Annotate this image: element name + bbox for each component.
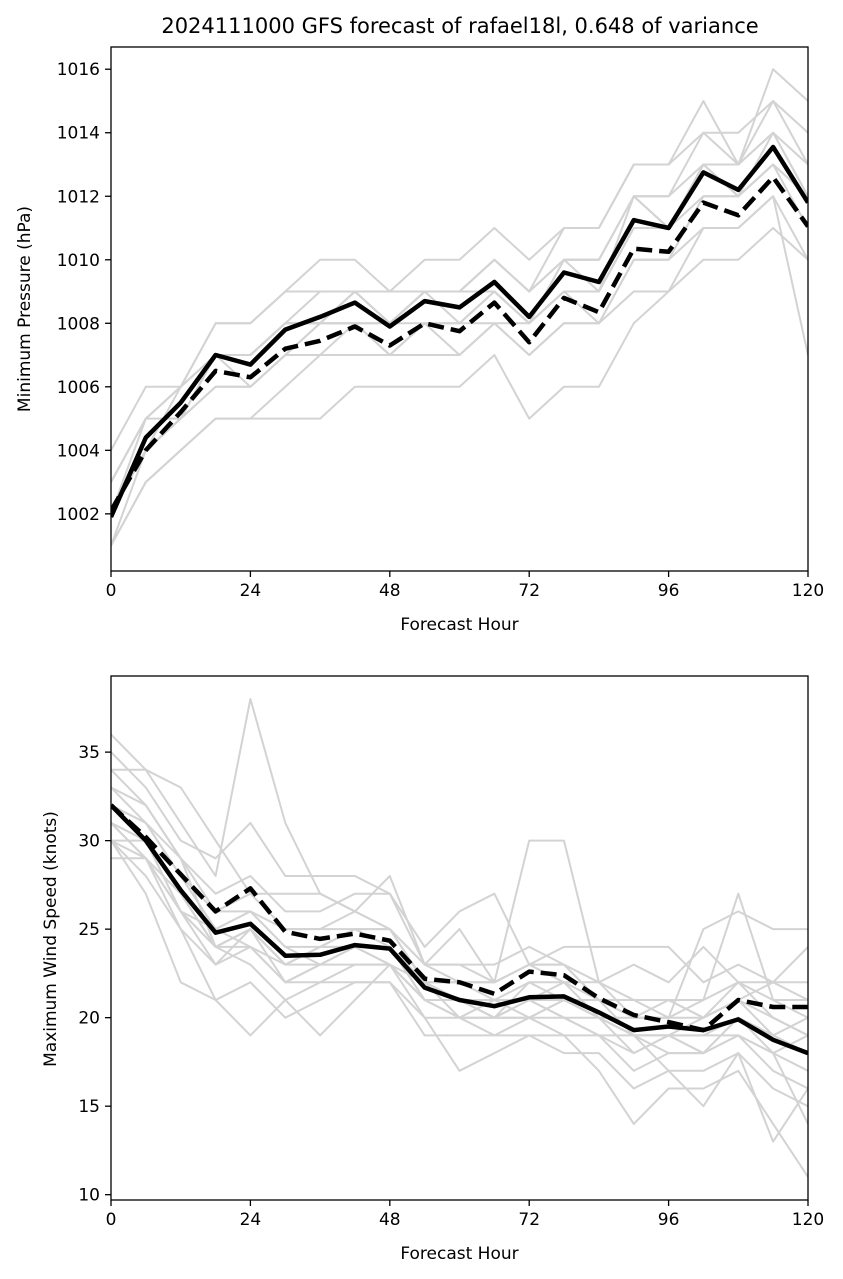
wind-member-line-18: [111, 839, 808, 1055]
chart-title: 2024111000 GFS forecast of rafael18l, 0.…: [161, 14, 758, 38]
pressure-y-tick-label: 1012: [57, 187, 100, 207]
pressure-y-axis-label: Minimum Pressure (hPa): [15, 206, 35, 412]
wind-y-tick-label: 20: [78, 1009, 100, 1029]
wind-member-line-12: [111, 822, 808, 1125]
wind-member-line-9: [111, 857, 808, 1178]
wind-x-axis-label: Forecast Hour: [400, 1244, 518, 1264]
pressure-x-tick-label: 48: [379, 581, 401, 601]
wind-y-tick-label: 10: [78, 1186, 100, 1206]
pressure-x-tick-label: 120: [792, 581, 824, 601]
pressure-dashed-line: [111, 174, 808, 512]
pressure-x-tick-label: 24: [240, 581, 262, 601]
pressure-x-tick-label: 72: [518, 581, 540, 601]
wind-y-tick-label: 30: [78, 832, 100, 852]
wind-x-tick-label: 96: [658, 1210, 680, 1230]
wind-x-tick-label: 48: [379, 1210, 401, 1230]
pressure-x-tick-label: 96: [658, 581, 680, 601]
wind-member-line-14: [111, 839, 808, 1143]
wind-x-tick-label: 120: [792, 1210, 824, 1230]
pressure-y-tick-label: 1014: [57, 124, 100, 144]
pressure-y-tick-label: 1002: [57, 505, 100, 525]
wind-x-tick-label: 24: [240, 1210, 262, 1230]
pressure-x-tick-label: 0: [106, 581, 117, 601]
pressure-member-line-8: [111, 195, 808, 515]
pressure-axes-frame: [110, 46, 809, 572]
pressure-y-tick-label: 1006: [57, 378, 100, 398]
pressure-plot-area: [111, 68, 808, 547]
wind-member-line-4: [111, 786, 808, 1001]
pressure-y-tick-label: 1004: [57, 441, 100, 461]
pressure-solid-line: [111, 144, 808, 518]
pressure-y-tick-label: 1008: [57, 314, 100, 334]
wind-x-tick-label: 0: [106, 1210, 117, 1230]
pressure-member-line-7: [111, 227, 808, 547]
wind-y-tick-label: 25: [78, 920, 100, 940]
wind-y-tick-label: 35: [78, 743, 100, 763]
wind-y-tick-label: 15: [78, 1097, 100, 1117]
pressure-member-line-12: [111, 131, 808, 515]
pressure-x-axis-label: Forecast Hour: [400, 615, 518, 635]
wind-member-line-10: [111, 804, 808, 1001]
pressure-panel: Forecast Hour Minimum Pressure (hPa) 0 24…: [15, 46, 824, 635]
wind-panel: Forecast Hour Maximum Wind Speed (knots)…: [41, 675, 824, 1264]
wind-y-axis-label: Maximum Wind Speed (knots): [41, 811, 61, 1067]
pressure-y-tick-label: 1016: [57, 60, 100, 80]
pressure-member-line-10: [111, 195, 808, 515]
wind-member-line-2: [111, 751, 808, 1001]
wind-axes-frame: [110, 675, 809, 1201]
wind-member-line-8: [111, 840, 808, 1108]
wind-plot-area: [111, 698, 808, 1178]
wind-dashed-line: [111, 803, 808, 1033]
wind-x-tick-label: 72: [518, 1210, 540, 1230]
pressure-y-tick-label: 1010: [57, 251, 100, 271]
